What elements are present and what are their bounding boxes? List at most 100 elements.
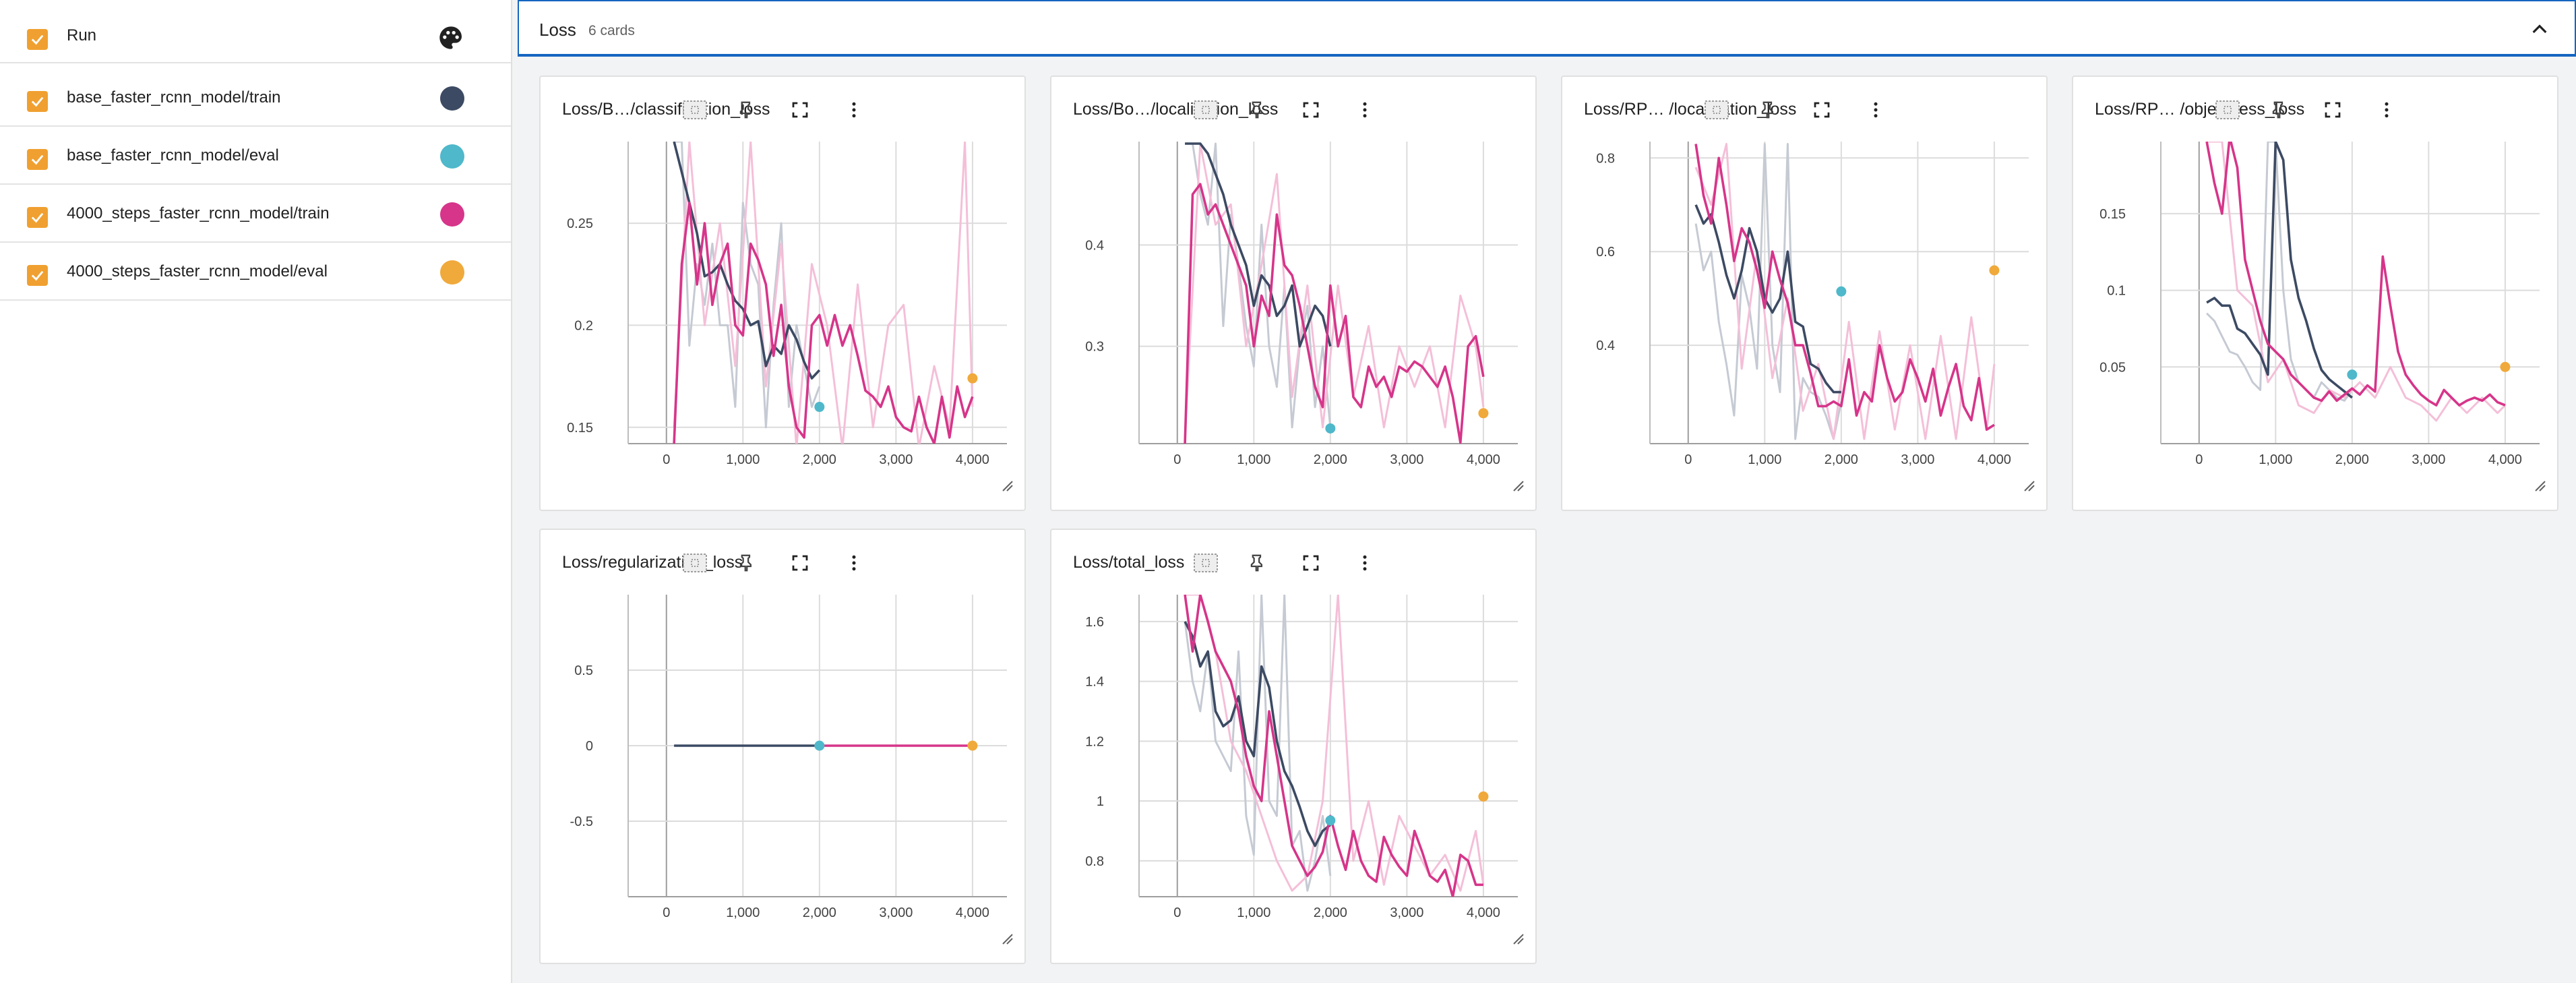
resize-handle-icon[interactable] (2022, 479, 2037, 497)
series-line[interactable] (673, 142, 821, 380)
resize-handle-icon[interactable] (1511, 479, 1526, 497)
series-line-raw[interactable] (1185, 595, 1485, 892)
check-icon (31, 34, 44, 45)
resize-handle-icon[interactable] (1000, 479, 1015, 497)
eval-point[interactable] (2347, 369, 2358, 380)
check-icon (31, 212, 44, 223)
group-card-count: 6 cards (588, 23, 635, 38)
x-tick-label: 0 (1173, 905, 1181, 920)
series-line-raw[interactable] (1184, 595, 1332, 892)
more-vert-icon[interactable] (1355, 100, 1375, 123)
series-line-raw[interactable] (2207, 142, 2506, 422)
fit-domain-icon[interactable] (2215, 100, 2240, 123)
series-line[interactable] (2206, 142, 2353, 399)
eval-point[interactable] (814, 402, 825, 413)
eval-point[interactable] (2500, 361, 2511, 372)
series-line[interactable] (2205, 137, 2506, 407)
select-all-runs-checkbox[interactable] (27, 29, 48, 50)
card-title: Loss/RP… /localization_loss (1584, 100, 1797, 119)
series-line-raw[interactable] (673, 142, 974, 448)
eval-point[interactable] (814, 740, 825, 751)
eval-point[interactable] (1478, 408, 1489, 419)
fullscreen-icon[interactable] (790, 553, 810, 576)
run-row[interactable]: 4000_steps_faster_rcnn_model/train (0, 185, 511, 243)
line-chart[interactable]: 0 1,000 2,000 3,000 4,000 0.8 1 1.2 1.4 1.6 (1051, 530, 1538, 965)
line-chart[interactable]: 0 1,000 2,000 3,000 4,000 0.4 0.6 0.8 (1562, 77, 2049, 512)
runs-header-label: Run (67, 26, 97, 44)
run-color-swatch[interactable] (440, 144, 464, 169)
pin-icon[interactable] (736, 553, 756, 576)
resize-handle-icon[interactable] (1511, 932, 1526, 950)
pin-icon[interactable] (1247, 100, 1267, 123)
run-row[interactable]: base_faster_rcnn_model/eval (0, 127, 511, 185)
pin-icon[interactable] (1247, 553, 1267, 576)
pin-icon[interactable] (736, 100, 756, 123)
x-tick-label: 2,000 (803, 905, 836, 920)
pin-icon[interactable] (1758, 100, 1778, 123)
x-tick-label: 1,000 (2259, 452, 2292, 467)
series-line-raw[interactable] (2206, 142, 2354, 402)
run-row[interactable]: 4000_steps_faster_rcnn_model/eval (0, 243, 511, 301)
fullscreen-icon[interactable] (1301, 553, 1321, 576)
eval-point[interactable] (1325, 423, 1336, 434)
card-title: Loss/Bo…/localization_loss (1073, 100, 1279, 119)
run-color-swatch[interactable] (440, 86, 464, 111)
run-row[interactable]: base_faster_rcnn_model/train (0, 69, 511, 127)
eval-point[interactable] (1478, 791, 1489, 802)
resize-handle-icon[interactable] (2533, 479, 2548, 497)
series-line[interactable] (1184, 621, 1331, 847)
more-vert-icon[interactable] (1866, 100, 1886, 123)
chevron-up-icon[interactable] (2529, 19, 2550, 44)
resize-handle-icon[interactable] (1000, 932, 1015, 950)
pin-icon[interactable] (2269, 100, 2289, 123)
series-line[interactable] (1694, 204, 1841, 394)
series-line[interactable] (673, 202, 974, 444)
series-line[interactable] (1694, 144, 1995, 431)
eval-point[interactable] (1989, 265, 2000, 276)
fit-domain-icon[interactable] (1193, 100, 1219, 123)
eval-point[interactable] (967, 740, 978, 751)
run-label: base_faster_rcnn_model/eval (67, 146, 279, 165)
fullscreen-icon[interactable] (1812, 100, 1832, 123)
fullscreen-icon[interactable] (790, 100, 810, 123)
run-color-swatch[interactable] (440, 202, 464, 227)
run-checkbox[interactable] (27, 265, 48, 286)
line-chart[interactable]: 0 1,000 2,000 3,000 4,000 0.5 0 -0.5 (541, 530, 1027, 965)
more-vert-icon[interactable] (1355, 553, 1375, 576)
run-checkbox[interactable] (27, 91, 48, 112)
y-tick-label: 0.15 (567, 421, 593, 436)
x-tick-label: 4,000 (956, 452, 989, 467)
series-line[interactable] (1184, 183, 1485, 444)
fit-domain-icon[interactable] (682, 100, 708, 123)
run-label: 4000_steps_faster_rcnn_model/train (67, 204, 330, 222)
fullscreen-icon[interactable] (2323, 100, 2343, 123)
more-vert-icon[interactable] (2376, 100, 2397, 123)
line-chart[interactable]: 0 1,000 2,000 3,000 4,000 0.15 0.2 0.25 (541, 77, 1027, 512)
series-line-raw[interactable] (1184, 142, 1485, 438)
fullscreen-icon[interactable] (1301, 100, 1321, 123)
more-vert-icon[interactable] (844, 100, 864, 123)
fit-domain-icon[interactable] (1193, 553, 1219, 576)
run-checkbox[interactable] (27, 207, 48, 228)
x-tick-label: 3,000 (879, 905, 913, 920)
eval-point[interactable] (1325, 815, 1336, 826)
x-tick-label: 3,000 (1390, 452, 1423, 467)
fit-domain-icon[interactable] (682, 553, 708, 576)
line-chart[interactable]: 0 1,000 2,000 3,000 4,000 0.3 0.4 (1051, 77, 1538, 512)
loss-group-header[interactable]: Loss 6 cards (518, 0, 2576, 57)
series-line[interactable] (1184, 595, 1483, 897)
line-chart[interactable]: 0 1,000 2,000 3,000 4,000 0.05 0.1 0.15 (2073, 77, 2560, 512)
card-title: Loss/B…/classification_loss (562, 100, 770, 119)
series-line[interactable] (1185, 142, 1332, 348)
palette-icon[interactable] (437, 24, 464, 55)
scalar-card: Loss/B…/classification_loss 0 1,000 2,000 3,… (539, 76, 1026, 511)
run-color-swatch[interactable] (440, 260, 464, 285)
x-tick-label: 3,000 (879, 452, 913, 467)
fit-domain-icon[interactable] (1704, 100, 1729, 123)
eval-point[interactable] (967, 373, 978, 384)
run-checkbox[interactable] (27, 149, 48, 170)
series-line-raw[interactable] (1694, 143, 1843, 440)
eval-point[interactable] (1836, 286, 1847, 297)
more-vert-icon[interactable] (844, 553, 864, 576)
series-line-raw[interactable] (1694, 143, 1996, 440)
